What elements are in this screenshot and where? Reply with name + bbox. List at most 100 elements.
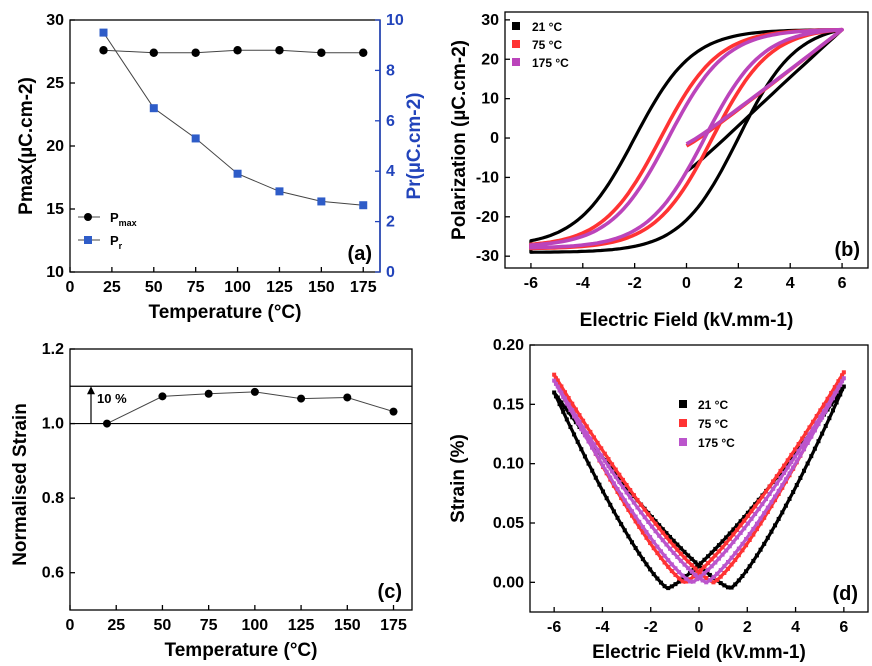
legend-label-0: 21 °C <box>698 398 728 412</box>
strain-point <box>622 498 627 503</box>
strain-point <box>608 502 613 507</box>
point-pmax-20 <box>99 46 108 55</box>
legend-marker-pmax <box>84 213 92 221</box>
strain-point <box>611 481 616 486</box>
strain-point <box>648 535 653 540</box>
strain-point <box>613 471 618 476</box>
strain-point <box>715 577 720 582</box>
panel-label-d: (d) <box>832 583 858 605</box>
point-pr-50 <box>149 104 158 113</box>
x-tick-label: 6 <box>839 619 848 636</box>
strain-point <box>657 533 662 538</box>
strain-point <box>820 431 825 436</box>
strain-point <box>568 408 573 413</box>
strain-point <box>655 576 660 581</box>
x-axis-label: Electric Field (kV.mm-1) <box>580 310 794 331</box>
legend-d: 21 °C 75 °C 175 °C <box>679 398 735 450</box>
strain-point <box>765 510 770 515</box>
strain-point <box>695 564 700 569</box>
strain-point <box>635 505 640 510</box>
strain-point <box>640 525 645 530</box>
strain-point <box>832 391 837 396</box>
strain-point <box>825 403 830 408</box>
strain-point <box>785 465 790 470</box>
strain-point <box>830 408 835 413</box>
strain-point <box>552 372 557 377</box>
strain-point <box>800 443 805 448</box>
x-tick-label: 0 <box>66 617 75 634</box>
strain-point <box>693 560 698 565</box>
strain-point <box>651 546 656 551</box>
strain-point <box>733 557 738 562</box>
strain-point <box>644 562 649 567</box>
strain-point <box>564 401 569 406</box>
legend-label-sub: max <box>119 218 137 228</box>
strain-point <box>619 522 624 527</box>
strain-point <box>722 570 727 575</box>
strain-point <box>682 555 687 560</box>
strain-point <box>658 555 663 560</box>
strain-point <box>807 432 812 437</box>
x-tick-label: 125 <box>288 617 315 634</box>
x-tick-label: 175 <box>350 279 377 296</box>
y-right-tick-label: 10 <box>386 12 404 29</box>
strain-point <box>814 414 819 419</box>
strain-point <box>637 551 642 556</box>
strain-point <box>552 378 557 383</box>
strain-point <box>644 530 649 535</box>
x-tick-label: -6 <box>524 275 538 292</box>
strain-point <box>615 515 620 520</box>
y-tick-label: 0.10 <box>493 456 524 473</box>
strain-point <box>740 541 745 546</box>
panel-label-b: (b) <box>834 239 860 261</box>
x-tick-label: 125 <box>266 279 293 296</box>
x-tick-label: -4 <box>595 619 609 636</box>
strain-point <box>573 407 578 412</box>
x-tick-label: -2 <box>628 275 642 292</box>
strain-point <box>773 498 778 503</box>
y-tick-label: 10 <box>481 91 499 108</box>
strain-point <box>751 532 756 537</box>
strain-point <box>572 414 577 419</box>
y-right-tick-label: 0 <box>386 264 395 281</box>
strain-point <box>794 483 799 488</box>
point-175 <box>389 407 398 416</box>
x-tick-label: 2 <box>743 619 752 636</box>
strain-point <box>818 408 823 413</box>
strain-point <box>555 378 560 383</box>
strain-point <box>570 401 575 406</box>
panel-a: 0 25 50 75 100 125 150 175 10 15 20 25 30 0 2 4 6 8 10 Pmax… <box>16 12 425 323</box>
x-tick-label: 50 <box>145 279 163 296</box>
strain-point <box>727 536 732 541</box>
y-tick-label: 30 <box>46 12 64 29</box>
strain-point <box>706 567 711 572</box>
strain-point <box>613 474 618 479</box>
strain-point <box>716 556 721 561</box>
strain-point <box>620 485 625 490</box>
strain-point <box>780 483 785 488</box>
strain-point <box>624 482 629 487</box>
legend-label-1: 75 °C <box>698 417 728 431</box>
strain-point <box>561 395 566 400</box>
x-tick-label: 100 <box>224 279 251 296</box>
point-20 <box>102 419 111 428</box>
panel-label-c: (c) <box>378 581 402 603</box>
strain-point <box>745 510 750 515</box>
strain-point <box>800 436 805 441</box>
strain-point <box>812 446 817 451</box>
strain-point <box>722 583 727 588</box>
strain-point <box>816 439 821 444</box>
strain-point <box>711 575 716 580</box>
strain-point <box>767 491 772 496</box>
strain-point <box>773 494 778 499</box>
strain-point <box>792 447 797 452</box>
strain-point <box>597 482 602 487</box>
strain-point <box>635 497 640 502</box>
point-pr-175 <box>359 201 368 210</box>
strain-point <box>649 524 654 529</box>
strain-point <box>805 440 810 445</box>
strain-point <box>727 544 732 549</box>
strain-point <box>836 385 841 390</box>
